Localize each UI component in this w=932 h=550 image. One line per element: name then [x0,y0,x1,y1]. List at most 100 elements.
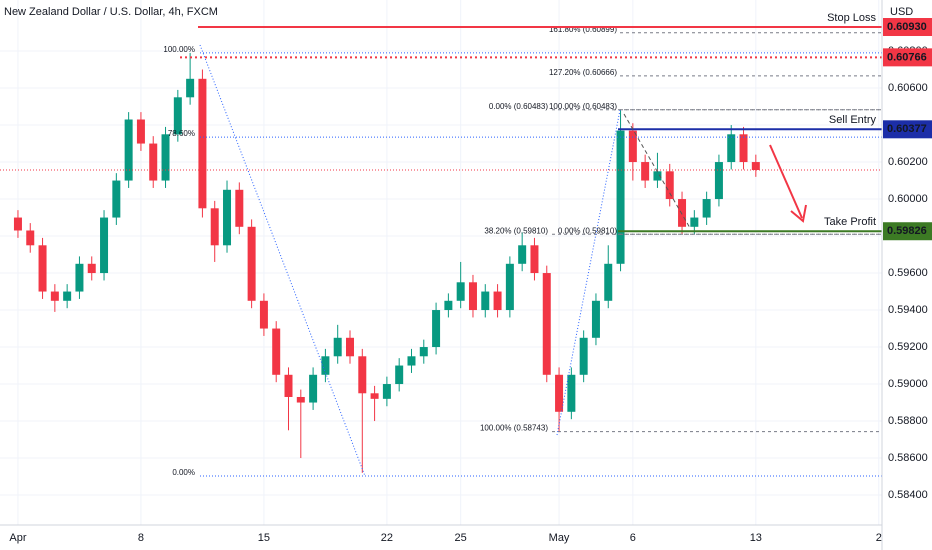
y-tick-label: 0.58600 [888,452,928,464]
candle-body [481,291,490,311]
candle-body [210,208,219,246]
candle-body [321,356,330,375]
y-tick-label: 0.59200 [888,341,928,353]
x-tick-label: 8 [138,532,144,544]
candle-body [678,199,687,227]
fib-label: 100.00% (0.60483) [549,102,617,111]
y-tick-label: 0.60600 [888,82,928,94]
candle-body [13,217,22,231]
candle-body [739,134,748,163]
level-price-label: 0.60766 [887,51,927,63]
x-tick-label: 2 [876,532,882,544]
fib-label: 127.20% (0.60666) [549,68,617,77]
candle-body [579,337,588,375]
candle-body [87,263,96,274]
candle-body [136,119,145,144]
x-tick-label: 13 [750,532,762,544]
candle-body [272,328,281,375]
candle-body [112,180,121,218]
x-tick-label: May [549,532,570,544]
level-price-box [883,120,932,139]
fib-label: 100.00% (0.58743) [480,424,548,433]
currency: USD [890,6,913,18]
candle-body [198,78,207,209]
level-price-box [883,222,932,241]
fib-label: 161.80% (0.60899) [549,25,617,34]
candle-body [223,189,232,246]
candle-body [591,300,600,338]
candle-body [161,134,170,181]
x-tick-label: 15 [258,532,270,544]
level-price-label: 0.60377 [887,123,927,135]
fib-label: 0.00% (0.59810) [558,226,617,235]
candle-body [63,291,72,301]
candle-body [259,300,268,329]
candle-body [702,199,711,218]
candle-body [456,282,465,301]
level-name: Take Profit [824,216,876,228]
fib-label: 0.00% (0.60483) [489,102,548,111]
candle-body [530,245,539,274]
candle-body [727,134,736,163]
candle-body [395,365,404,385]
candle-body [407,356,416,366]
candle-body [419,347,428,357]
candle-body [493,291,502,311]
trend-line [199,44,366,477]
candle-body [38,245,47,292]
candle-body [432,310,441,348]
candle-body [567,374,576,412]
candle-body [309,374,318,403]
candle-body [100,217,109,274]
candle-body [186,78,195,98]
candle-body [26,230,35,246]
y-tick-label: 0.59000 [888,378,928,390]
level-name: Stop Loss [827,12,876,24]
y-tick-label: 0.59600 [888,267,928,279]
level-price-box [883,18,932,37]
fib-label: 100.00% [163,45,195,54]
trend-line [556,109,621,436]
candle-body [604,263,613,301]
x-tick-label: 25 [455,532,467,544]
candle-body [333,337,342,357]
axis-labels: 0.58400 0.58600 0.58800 0.59000 0.59200 0.594… [9,18,932,544]
candle-body [665,171,674,200]
candle-body [370,393,379,399]
y-tick-label: 0.58400 [888,489,928,501]
candle-body [75,263,84,292]
candle-body [358,356,367,394]
level-price-label: 0.59826 [887,225,927,237]
candle-body [616,130,625,264]
trend-line [623,113,691,229]
candle-body [173,97,182,135]
x-tick-label: 22 [381,532,393,544]
candle-body [247,226,256,301]
y-tick-label: 0.60200 [888,156,928,168]
candle-body [751,162,760,171]
y-tick-label: 0.59400 [888,304,928,316]
fib-label: 0.00% [172,468,195,477]
x-tick-label: Apr [9,532,26,544]
x-tick-label: 6 [630,532,636,544]
candle-body [690,217,699,227]
candle-body [284,374,293,397]
candle-body [444,300,453,311]
candle-body [555,374,564,412]
candle-body [628,130,637,163]
plot: 100.00% 78.60% 0.00% 161.80% (0.60899) 127.2… [0,12,882,477]
chart-title: New Zealand Dollar / U.S. Dollar, 4h, FX… [4,6,218,18]
fib-label: 38.20% (0.59810) [484,226,548,235]
candle-body [518,245,527,264]
candle-body [714,162,723,200]
candle-body [641,162,650,181]
fib-label: 78.60% [168,129,195,138]
candle-body [296,396,305,403]
y-tick-label: 0.60000 [888,193,928,205]
level-price-box [883,48,932,67]
candle-body [345,337,354,357]
level-price-label: 0.60930 [887,21,927,33]
candle-body [50,291,59,301]
